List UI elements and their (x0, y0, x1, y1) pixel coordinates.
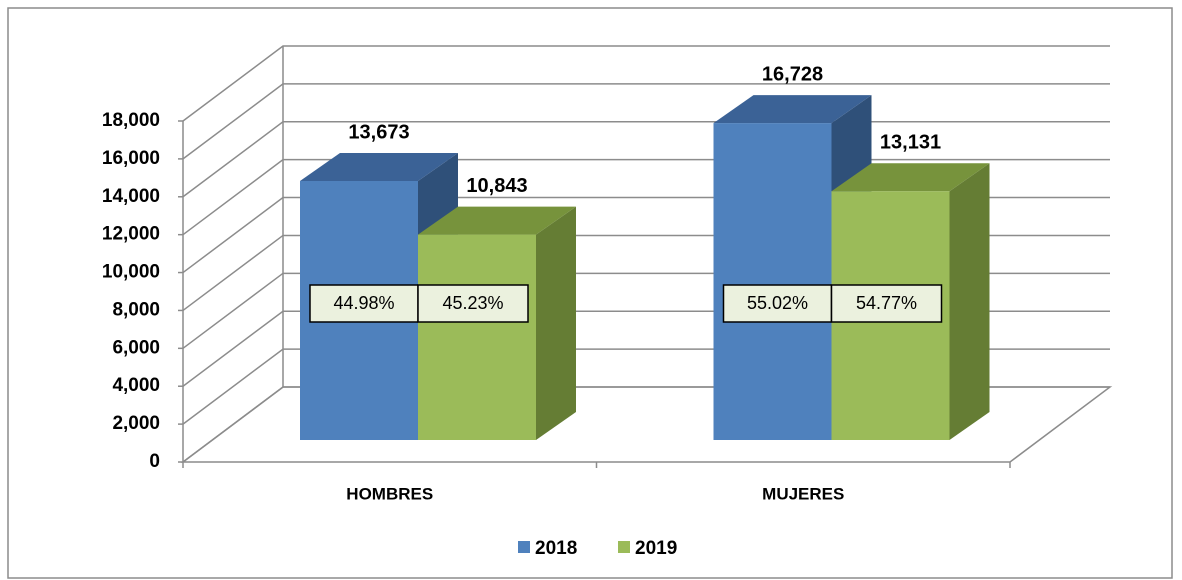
value-label: 13,673 (348, 121, 409, 143)
legend-swatch (618, 541, 630, 553)
share-box (830, 284, 943, 323)
share-box (417, 284, 529, 323)
legend-swatch (518, 541, 530, 553)
x-tick-label: HOMBRES (346, 484, 433, 503)
y-tick-label: 12,000 (102, 224, 160, 245)
bar-side (949, 163, 990, 441)
y-tick-label: 18,000 (102, 110, 160, 131)
share-label: 44.98% (333, 293, 394, 313)
bar-side (536, 206, 576, 440)
bar-top (418, 206, 576, 235)
share-box (309, 284, 419, 323)
bar (713, 123, 832, 440)
bar-top (300, 152, 458, 181)
y-tick-label: 14,000 (102, 186, 160, 207)
x-tick-label: MUJERES (762, 484, 844, 503)
y-tick-label: 0 (149, 451, 160, 472)
y-tick-label: 6,000 (112, 337, 160, 358)
bar-top (713, 95, 872, 124)
share-label: 45.23% (442, 293, 503, 313)
value-label: 13,131 (880, 132, 941, 154)
share-label: 54.77% (856, 293, 917, 313)
legend-label: 2019 (635, 538, 677, 559)
y-tick-label: 16,000 (102, 148, 160, 169)
bar-top (831, 163, 990, 192)
y-tick-label: 8,000 (112, 299, 160, 320)
y-tick-label: 4,000 (112, 375, 160, 396)
y-tick-label: 10,000 (102, 262, 160, 283)
y-tick-label: 2,000 (112, 413, 160, 434)
value-label: 10,843 (466, 175, 527, 197)
bar (418, 234, 536, 440)
share-box (722, 284, 833, 323)
value-label: 16,728 (762, 63, 823, 85)
share-label: 55.02% (747, 293, 808, 313)
legend-label: 2018 (535, 538, 577, 559)
